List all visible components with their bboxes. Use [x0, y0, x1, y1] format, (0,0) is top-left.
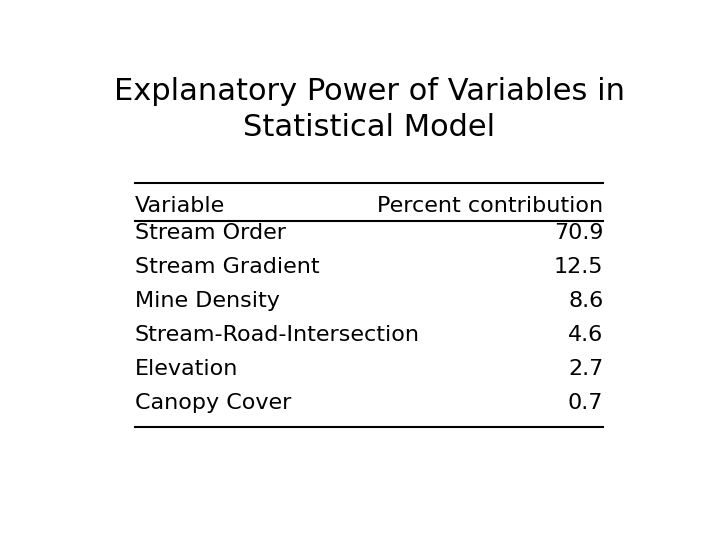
Text: Stream Order: Stream Order	[135, 223, 286, 243]
Text: Variable: Variable	[135, 196, 225, 216]
Text: 2.7: 2.7	[568, 359, 603, 379]
Text: 0.7: 0.7	[568, 393, 603, 413]
Text: Canopy Cover: Canopy Cover	[135, 393, 291, 413]
Text: Elevation: Elevation	[135, 359, 238, 379]
Text: 8.6: 8.6	[568, 291, 603, 311]
Text: Stream-Road-Intersection: Stream-Road-Intersection	[135, 325, 420, 345]
Text: 70.9: 70.9	[554, 223, 603, 243]
Text: Explanatory Power of Variables in
Statistical Model: Explanatory Power of Variables in Statis…	[114, 77, 624, 142]
Text: Percent contribution: Percent contribution	[377, 196, 603, 216]
Text: 4.6: 4.6	[568, 325, 603, 345]
Text: Mine Density: Mine Density	[135, 291, 279, 311]
Text: Stream Gradient: Stream Gradient	[135, 257, 319, 277]
Text: 12.5: 12.5	[554, 257, 603, 277]
